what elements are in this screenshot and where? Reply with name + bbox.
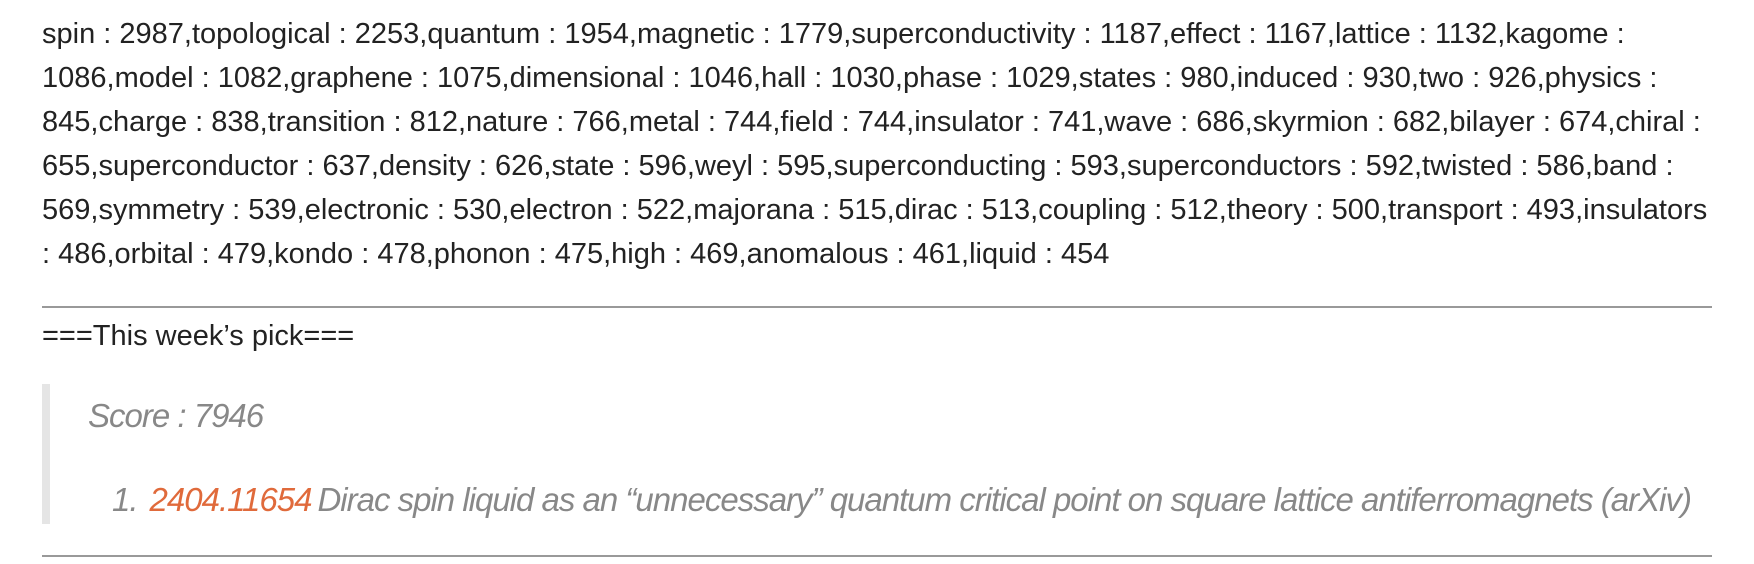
paper-title: Dirac spin liquid as an “unnecessary” qu…	[317, 481, 1692, 518]
divider	[42, 555, 1712, 557]
divider	[42, 306, 1712, 308]
item-number: 1.	[112, 481, 139, 518]
list-item: 1. 2404.11654 Dirac spin liquid as an “unn…	[112, 476, 1692, 524]
blockquote: Score : 7946 1. 2404.11654 Dirac spin liqu…	[42, 384, 1712, 524]
score: Score : 7946	[88, 397, 264, 434]
section-heading: ===This week’s pick===	[42, 320, 355, 352]
keyword-counts: spin : 2987,topological : 2253,quantum :…	[42, 18, 1708, 270]
paper-link[interactable]: 2404.11654	[149, 481, 313, 518]
